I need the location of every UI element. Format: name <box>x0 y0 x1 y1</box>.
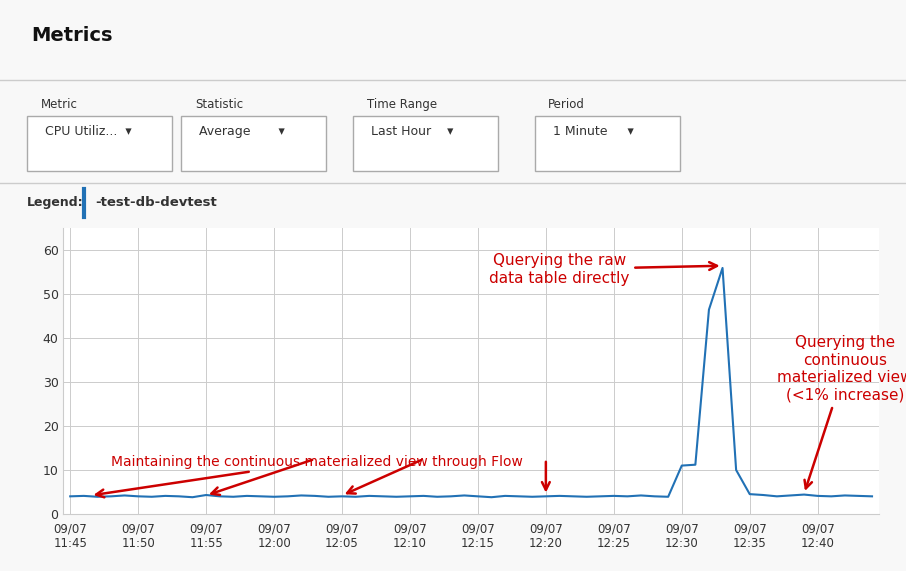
Text: Querying the
continuous
materialized view
(<1% increase): Querying the continuous materialized vie… <box>777 335 906 488</box>
Text: Metric: Metric <box>41 98 78 111</box>
Text: Metrics: Metrics <box>32 26 113 46</box>
Text: -test-db-devtest: -test-db-devtest <box>95 196 217 209</box>
Text: Average       ▾: Average ▾ <box>199 125 285 138</box>
FancyBboxPatch shape <box>181 116 326 171</box>
Text: Time Range: Time Range <box>367 98 437 111</box>
Text: Querying the raw
data table directly: Querying the raw data table directly <box>489 253 717 286</box>
FancyBboxPatch shape <box>535 116 680 171</box>
Text: CPU Utiliz...  ▾: CPU Utiliz... ▾ <box>45 125 132 138</box>
FancyBboxPatch shape <box>353 116 498 171</box>
Text: Legend:: Legend: <box>27 196 84 209</box>
FancyBboxPatch shape <box>27 116 172 171</box>
Text: Statistic: Statistic <box>195 98 243 111</box>
Text: 1 Minute     ▾: 1 Minute ▾ <box>553 125 633 138</box>
Text: Maintaining the continuous materialized view through Flow: Maintaining the continuous materialized … <box>96 455 523 497</box>
Text: Period: Period <box>548 98 585 111</box>
Text: Last Hour    ▾: Last Hour ▾ <box>371 125 454 138</box>
